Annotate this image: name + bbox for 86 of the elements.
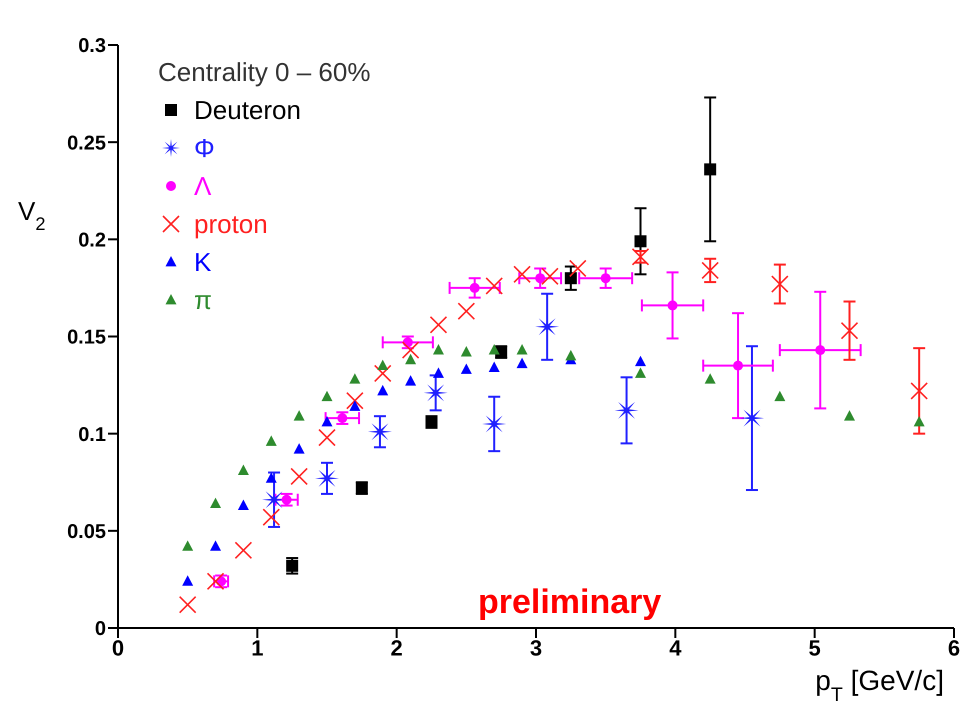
point — [182, 540, 194, 551]
point — [774, 390, 786, 402]
legend-label: proton — [194, 208, 268, 241]
point — [569, 260, 587, 278]
point — [541, 267, 559, 286]
legend-label: Deuteron — [194, 94, 301, 127]
point — [635, 356, 646, 366]
point — [290, 468, 308, 486]
point — [210, 540, 222, 551]
point — [405, 354, 416, 364]
x-tick-label: 1 — [251, 636, 264, 661]
point — [294, 410, 305, 421]
point — [535, 273, 546, 284]
y-tick-label: 0.3 — [78, 35, 106, 58]
point — [564, 272, 577, 284]
point — [771, 275, 789, 293]
point — [178, 596, 196, 614]
point — [322, 390, 332, 402]
point — [432, 344, 444, 355]
point — [488, 344, 500, 355]
legend-title: Centrality 0 – 60% — [158, 56, 370, 89]
point — [377, 360, 388, 370]
annotation: preliminary — [478, 583, 662, 622]
y-axis-title: V$_{2}$ — [18, 196, 46, 234]
point — [600, 273, 611, 284]
point — [516, 344, 528, 355]
point — [668, 300, 678, 310]
point — [182, 575, 194, 586]
point — [318, 428, 336, 446]
legend-label: Φ — [194, 132, 215, 165]
point — [635, 367, 646, 378]
point — [458, 302, 476, 320]
point — [704, 163, 716, 176]
x-tick-label: 3 — [530, 636, 542, 661]
point — [377, 384, 388, 396]
point — [405, 375, 416, 386]
point — [210, 498, 222, 508]
point — [374, 364, 392, 382]
y-tick-label: 0 — [94, 618, 106, 640]
y-tick-label: 0.05 — [67, 520, 106, 543]
point — [733, 360, 744, 371]
x-tick-label: 5 — [808, 636, 821, 661]
y-tick-label: 0.2 — [78, 229, 106, 252]
x-tick-label: 6 — [948, 636, 960, 661]
point — [844, 410, 855, 421]
point — [206, 572, 224, 590]
point — [294, 443, 305, 454]
point — [704, 373, 716, 384]
point — [485, 277, 503, 295]
point — [914, 416, 925, 426]
point — [349, 373, 360, 384]
point — [815, 345, 826, 356]
y-tick-label: 0.25 — [67, 132, 106, 154]
y-tick-label: 0.1 — [78, 424, 106, 446]
point — [634, 235, 646, 248]
point — [286, 560, 298, 572]
point — [262, 508, 280, 526]
point — [266, 472, 277, 483]
legend-label: K — [194, 246, 212, 279]
point — [840, 322, 858, 340]
point — [460, 346, 472, 356]
point — [488, 362, 500, 372]
x-tick-label: 0 — [112, 636, 124, 661]
point — [513, 266, 531, 284]
x-axis-title: p$_{T}$ [GeV/c] — [815, 665, 944, 706]
point — [470, 282, 480, 293]
legend-label: Λ — [194, 170, 212, 203]
point — [701, 262, 719, 280]
point — [430, 316, 448, 334]
x-tick-label: 4 — [669, 636, 682, 661]
point — [322, 416, 332, 426]
legend-label: π — [194, 284, 212, 317]
point — [460, 363, 472, 374]
point — [234, 541, 252, 560]
point — [346, 392, 364, 410]
x-tick-label: 2 — [390, 636, 403, 661]
point — [238, 500, 249, 510]
point — [266, 435, 277, 446]
point — [238, 464, 249, 475]
point — [402, 341, 420, 359]
point — [432, 367, 444, 378]
point — [516, 358, 528, 368]
point — [910, 382, 928, 400]
point — [565, 350, 576, 360]
point — [349, 400, 360, 411]
y-tick-label: 0.15 — [67, 326, 106, 349]
